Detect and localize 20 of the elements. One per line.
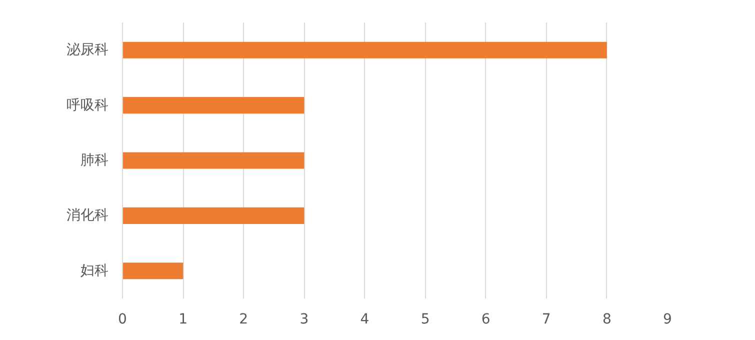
bar bbox=[122, 207, 304, 224]
bar bbox=[122, 97, 304, 114]
x-tick-label: 8 bbox=[602, 312, 612, 328]
y-tick-label: 肺科 bbox=[80, 152, 108, 168]
x-tick-label: 2 bbox=[239, 312, 248, 328]
y-tick-label: 妇科 bbox=[80, 262, 108, 279]
bar bbox=[122, 152, 304, 169]
x-tick-label: 4 bbox=[360, 312, 370, 328]
x-tick-label: 3 bbox=[300, 312, 309, 328]
x-tick-label: 6 bbox=[481, 312, 490, 328]
y-tick-label: 消化科 bbox=[66, 208, 108, 224]
x-tick-label: 9 bbox=[663, 312, 672, 328]
bar bbox=[122, 42, 607, 58]
x-tick-label: 7 bbox=[542, 312, 551, 328]
x-tick-label: 1 bbox=[178, 312, 188, 328]
x-tick-label: 5 bbox=[420, 312, 430, 328]
x-tick-label: 0 bbox=[118, 312, 127, 328]
bar bbox=[122, 262, 184, 280]
y-tick-label: 泌尿科 bbox=[66, 42, 108, 58]
y-tick-label: 呼吸科 bbox=[66, 97, 108, 114]
